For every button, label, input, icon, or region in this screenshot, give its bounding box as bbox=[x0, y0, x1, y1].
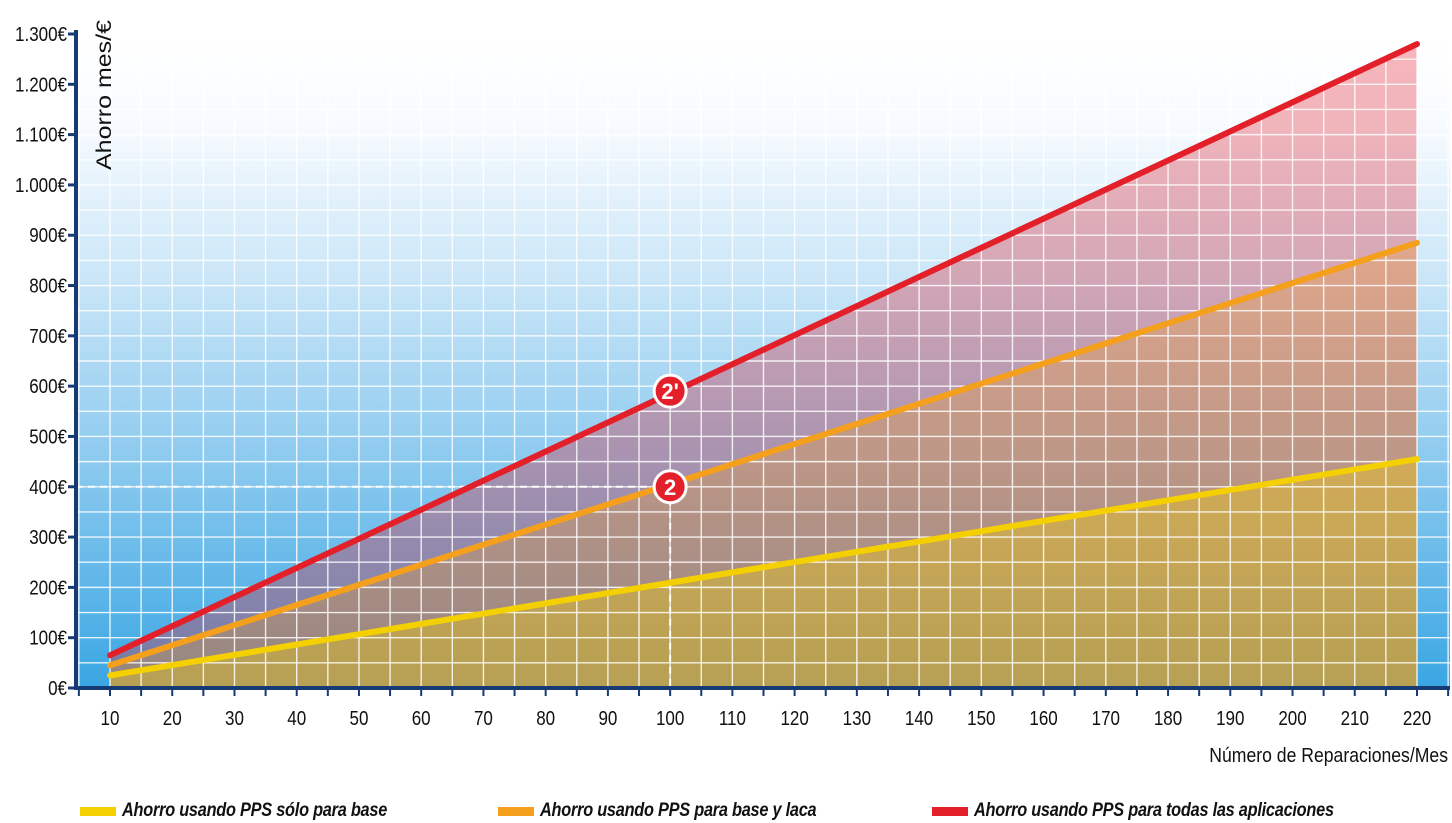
annotation-label: 2' bbox=[661, 379, 678, 404]
x-tick-label: 100 bbox=[656, 707, 684, 730]
legend-swatch-yellow bbox=[80, 806, 116, 816]
y-tick-label: 600€ bbox=[29, 375, 67, 398]
legend-item-base-laca: Ahorro usando PPS para base y laca bbox=[498, 800, 861, 822]
legend-item-todas: Ahorro usando PPS para todas las aplicac… bbox=[932, 800, 1392, 822]
series-line-1 bbox=[107, 239, 1420, 669]
x-axis-label: Número de Reparaciones/Mes bbox=[1209, 745, 1448, 767]
x-tick-label: 190 bbox=[1216, 707, 1244, 730]
y-tick-label: 0€ bbox=[48, 677, 68, 700]
y-tick-label: 1.200€ bbox=[15, 73, 68, 96]
x-tick-label: 110 bbox=[719, 707, 746, 730]
x-tick-label: 30 bbox=[225, 707, 244, 730]
x-tick-label: 20 bbox=[163, 707, 182, 730]
x-tick-label: 70 bbox=[474, 707, 493, 730]
x-tick-label: 140 bbox=[905, 707, 933, 730]
x-tick-label: 210 bbox=[1341, 707, 1369, 730]
x-tick-label: 10 bbox=[101, 707, 120, 730]
legend-label: Ahorro usando PPS para todas las aplicac… bbox=[974, 800, 1334, 821]
series-line-0 bbox=[107, 456, 1420, 679]
x-tick-label: 170 bbox=[1092, 707, 1120, 730]
x-tick-label: 80 bbox=[536, 707, 555, 730]
y-tick-label: 500€ bbox=[29, 425, 67, 448]
x-tick-label: 160 bbox=[1029, 707, 1057, 730]
y-tick-label: 800€ bbox=[29, 274, 67, 297]
y-tick-label: 100€ bbox=[29, 626, 67, 649]
annotation-marker bbox=[652, 373, 688, 409]
y-tick-label: 700€ bbox=[29, 325, 67, 348]
annotation-label: 2 bbox=[664, 475, 676, 500]
x-tick-label: 150 bbox=[967, 707, 995, 730]
x-tick-label: 180 bbox=[1154, 707, 1182, 730]
annotation-marker bbox=[652, 469, 688, 505]
legend: Ahorro usando PPS sólo para base Ahorro … bbox=[0, 800, 1452, 823]
x-tick-label: 40 bbox=[287, 707, 306, 730]
y-tick-label: 300€ bbox=[29, 526, 67, 549]
series-line-2 bbox=[107, 41, 1420, 659]
x-tick-label: 60 bbox=[412, 707, 431, 730]
y-tick-label: 1.300€ bbox=[15, 23, 68, 46]
x-tick-label: 220 bbox=[1403, 707, 1431, 730]
x-tick-label: 200 bbox=[1278, 707, 1306, 730]
legend-label: Ahorro usando PPS para base y laca bbox=[540, 800, 817, 821]
y-tick-label: 400€ bbox=[29, 475, 67, 498]
x-tick-label: 120 bbox=[780, 707, 808, 730]
y-tick-label: 1.000€ bbox=[15, 174, 68, 197]
x-tick-label: 130 bbox=[843, 707, 871, 730]
legend-label: Ahorro usando PPS sólo para base bbox=[122, 800, 388, 821]
x-tick-label: 90 bbox=[598, 707, 617, 730]
y-tick-label: 1.100€ bbox=[15, 123, 68, 146]
y-axis-label: Ahorro mes/€ bbox=[93, 20, 116, 170]
y-tick-label: 900€ bbox=[29, 224, 67, 247]
legend-swatch-red bbox=[932, 806, 968, 816]
x-tick-label: 50 bbox=[349, 707, 368, 730]
legend-swatch-orange bbox=[498, 806, 534, 816]
y-tick-label: 200€ bbox=[29, 576, 67, 599]
legend-item-base: Ahorro usando PPS sólo para base bbox=[80, 800, 430, 822]
